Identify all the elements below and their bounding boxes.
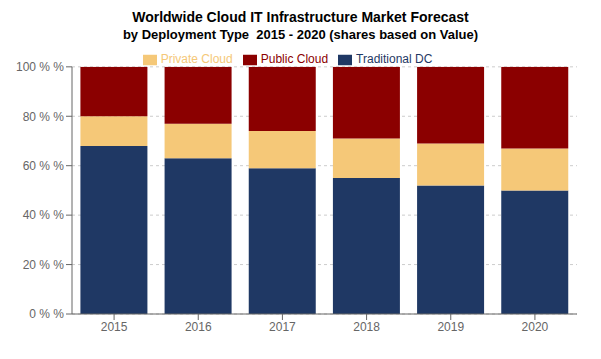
svg-text:2019: 2019: [437, 320, 464, 334]
svg-text:40 % %: 40 % %: [23, 208, 65, 222]
html-text:Worldwide Cloud IT Infrastruct: Worldwide Cloud IT Infrastructure Market…: [132, 9, 469, 25]
svg-text:0 % %: 0 % %: [29, 307, 64, 321]
svg-text:20 % %: 20 % %: [23, 258, 65, 272]
svg-text:60 % %: 60 % %: [23, 159, 65, 173]
svg-text:2016: 2016: [185, 320, 212, 334]
svg-text:2018: 2018: [353, 320, 380, 334]
html-text:Private Cloud: Private Cloud: [160, 52, 233, 66]
svg-text:80 % %: 80 % %: [23, 110, 65, 124]
svg-text:2015: 2015: [101, 320, 128, 334]
html-text:by Deployment Type 2015 - 2020: by Deployment Type 2015 - 2020 (shares b…: [122, 27, 479, 42]
svg-text:2020: 2020: [522, 320, 549, 334]
svg-text:100 % %: 100 % %: [16, 60, 64, 74]
html-text:Traditional DC: Traditional DC: [356, 52, 433, 66]
svg-text:2017: 2017: [269, 320, 296, 334]
html-text:Public Cloud: Public Cloud: [260, 52, 329, 66]
